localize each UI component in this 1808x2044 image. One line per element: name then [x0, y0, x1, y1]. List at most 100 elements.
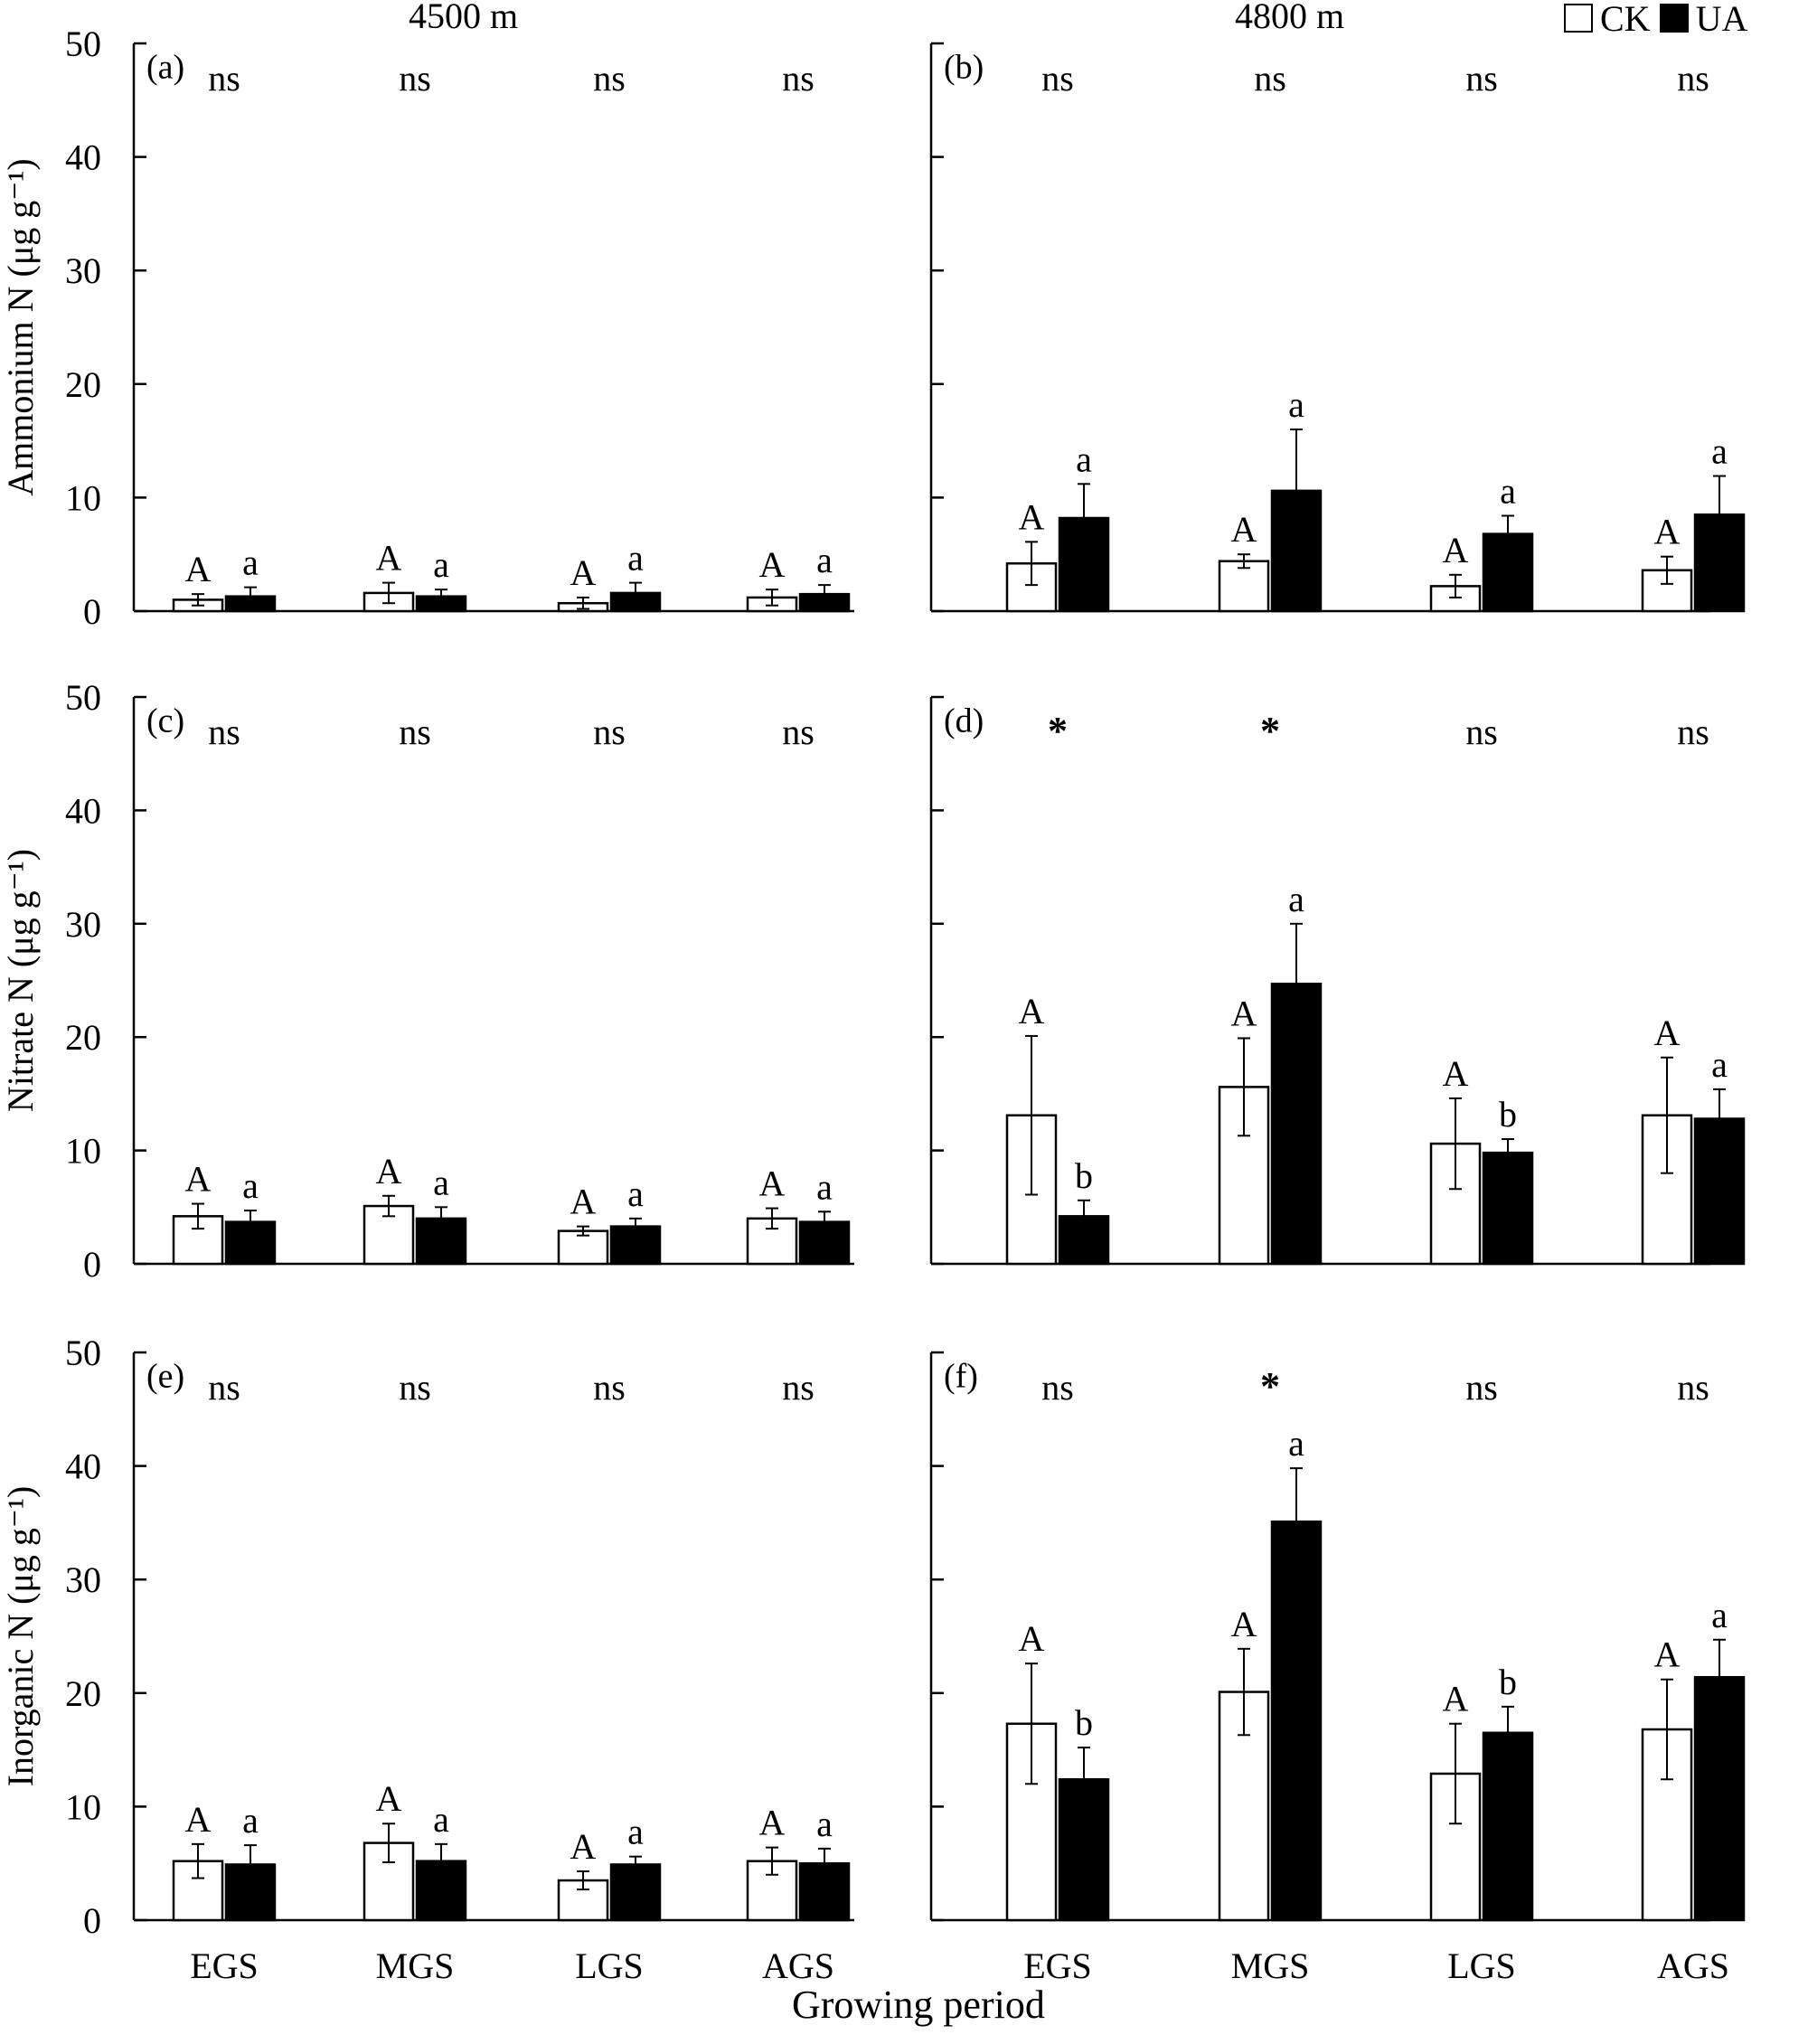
- panel-c-letter-ck-egs: A: [185, 1159, 212, 1200]
- panel-c-letter-ua-lgs: a: [627, 1173, 644, 1214]
- panel-d-letter-ck-mgs: A: [1231, 993, 1257, 1033]
- panel-b-letter-ua-mgs: a: [1288, 384, 1304, 425]
- panel-d-letter-ck-lgs: A: [1443, 1053, 1469, 1094]
- panel-a-letter-ck-mgs: A: [376, 538, 402, 579]
- legend-item-ck: CK: [1564, 0, 1651, 40]
- panel-e-ytick-label-10: 10: [65, 1786, 101, 1827]
- panel-e-xtick-label-mgs: MGS: [376, 1945, 455, 1986]
- panel-d-significance-ags: ns: [1677, 711, 1709, 752]
- panel-b-letter-ua-ags: a: [1711, 431, 1728, 472]
- panel-b-label: (b): [944, 48, 984, 86]
- panel-c-bar-ck-ags: [746, 1217, 798, 1266]
- panel-b-letter-ua-egs: a: [1076, 438, 1092, 479]
- panel-d-letter-ua-lgs: b: [1499, 1094, 1517, 1135]
- panel-a-ytick-label-0: 0: [83, 591, 101, 632]
- panel-f-significance-mgs: *: [1260, 1364, 1280, 1408]
- panel-b-bar-ck-mgs: [1218, 560, 1270, 613]
- panel-d-letter-ua-egs: b: [1075, 1155, 1093, 1196]
- column-title-4800m: 4800 m: [1235, 0, 1345, 36]
- panel-f-letter-ua-egs: b: [1075, 1702, 1093, 1743]
- panel-a-letter-ck-lgs: A: [570, 552, 597, 593]
- panel-c-significance-mgs: ns: [399, 711, 431, 752]
- panel-c-significance-egs: ns: [208, 711, 240, 752]
- panel-a-letter-ck-ags: A: [759, 544, 786, 585]
- panel-e-letter-ua-mgs: a: [433, 1799, 449, 1840]
- panel-d-significance-egs: *: [1048, 709, 1068, 753]
- panel-f-significance-egs: ns: [1041, 1367, 1074, 1408]
- panel-c-ylabel: Nitrate N (μg g⁻¹): [0, 849, 41, 1112]
- panel-a-significance-mgs: ns: [399, 58, 431, 99]
- panel-e-ylabel: Inorganic N (μg g⁻¹): [0, 1486, 41, 1787]
- column-title-4500m: 4500 m: [409, 0, 519, 36]
- panel-a-ylabel: Ammonium N (μg g⁻¹): [0, 158, 41, 495]
- panel-a-letter-ua-lgs: a: [627, 538, 644, 579]
- panel-e-letter-ua-lgs: a: [627, 1812, 644, 1852]
- panel-c-ytick-label-10: 10: [65, 1131, 101, 1172]
- panel-f-letter-ck-egs: A: [1019, 1618, 1045, 1659]
- panel-e-letter-ck-lgs: A: [570, 1826, 597, 1867]
- panel-c-letter-ck-lgs: A: [570, 1182, 597, 1222]
- panel-b-letter-ua-lgs: a: [1500, 470, 1516, 511]
- panel-d-letter-ck-egs: A: [1019, 991, 1045, 1031]
- panel-e-significance-lgs: ns: [593, 1367, 626, 1408]
- panel-c-label: (c): [146, 702, 184, 739]
- panel-e-ytick-label-40: 40: [65, 1446, 101, 1487]
- panel-c-ytick-label-0: 0: [83, 1244, 101, 1285]
- panel-e-bar-ua-lgs: [609, 1863, 662, 1922]
- panel-b-letter-ck-egs: A: [1019, 496, 1045, 537]
- panel-e-xtick-label-egs: EGS: [190, 1945, 259, 1986]
- panel-a-letter-ck-egs: A: [185, 549, 212, 589]
- panel-f-xtick-label-ags: AGS: [1657, 1945, 1729, 1986]
- panel-d-letter-ck-ags: A: [1654, 1013, 1681, 1053]
- panel-c-significance-lgs: ns: [593, 711, 626, 752]
- panel-a-significance-ags: ns: [782, 58, 815, 99]
- panel-f-bar-ua-mgs: [1270, 1520, 1323, 1922]
- panel-d-letter-ua-mgs: a: [1288, 879, 1304, 919]
- panel-f-bar-ua-ags: [1693, 1675, 1746, 1922]
- panel-f-significance-ags: ns: [1677, 1367, 1709, 1408]
- legend-label-ua: UA: [1695, 0, 1748, 39]
- panel-f-letter-ck-lgs: A: [1443, 1679, 1469, 1719]
- panel-b-letter-ck-ags: A: [1654, 512, 1681, 552]
- panel-e-significance-egs: ns: [208, 1367, 240, 1408]
- panel-d-significance-lgs: ns: [1465, 711, 1498, 752]
- panel-f-label: (f): [944, 1357, 978, 1395]
- panel-d-bar-ua-lgs: [1482, 1151, 1534, 1266]
- panel-e-letter-ua-ags: a: [816, 1804, 833, 1844]
- panel-f-xtick-label-egs: EGS: [1023, 1945, 1092, 1986]
- panel-c-ytick-label-50: 50: [65, 677, 101, 718]
- panel-e-letter-ua-egs: a: [242, 1800, 259, 1841]
- legend: CK UA: [1564, 0, 1756, 40]
- panel-c-ytick-label-20: 20: [65, 1017, 101, 1058]
- panel-a-ytick-label-20: 20: [65, 364, 101, 405]
- panel-e-label: (e): [146, 1357, 184, 1395]
- legend-item-ua: UA: [1659, 0, 1748, 40]
- panel-a-label: (a): [146, 48, 184, 86]
- panel-e-letter-ck-ags: A: [759, 1803, 786, 1843]
- panel-a-ytick-label-50: 50: [65, 24, 101, 64]
- panel-d-significance-mgs: *: [1260, 709, 1280, 753]
- panel-e-letter-ck-egs: A: [185, 1799, 212, 1840]
- panel-e-significance-ags: ns: [782, 1367, 815, 1408]
- panel-a-letter-ua-egs: a: [242, 542, 259, 583]
- panel-f-letter-ck-ags: A: [1654, 1634, 1681, 1675]
- panel-e-ytick-label-0: 0: [83, 1900, 101, 1941]
- panel-b-significance-lgs: ns: [1465, 58, 1498, 99]
- panel-a-significance-egs: ns: [208, 58, 240, 99]
- panel-a-letter-ua-ags: a: [816, 540, 833, 580]
- panel-f-letter-ua-lgs: b: [1499, 1662, 1517, 1702]
- panel-e-ytick-label-50: 50: [65, 1333, 101, 1373]
- panel-f-letter-ck-mgs: A: [1231, 1604, 1257, 1644]
- panel-a-significance-lgs: ns: [593, 58, 626, 99]
- panel-c-significance-ags: ns: [782, 711, 815, 752]
- panel-d-letter-ua-ags: a: [1711, 1044, 1728, 1085]
- legend-swatch-ck: [1564, 4, 1593, 33]
- panel-c-letter-ck-ags: A: [759, 1163, 786, 1204]
- panel-b-significance-ags: ns: [1677, 58, 1709, 99]
- panel-a-letter-ua-mgs: a: [433, 544, 449, 585]
- x-axis-title: Growing period: [792, 1983, 1045, 2027]
- panel-c-letter-ua-egs: a: [242, 1165, 259, 1206]
- panel-f-significance-lgs: ns: [1465, 1367, 1498, 1408]
- panel-f-letter-ua-ags: a: [1711, 1595, 1728, 1635]
